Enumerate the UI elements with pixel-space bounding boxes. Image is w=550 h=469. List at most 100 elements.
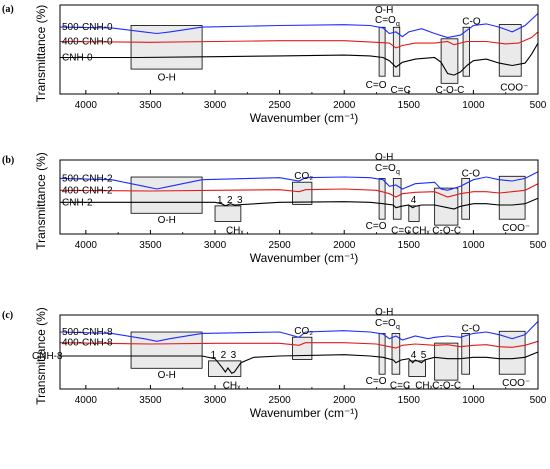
x-axis-label: Wavenumber (cm⁻¹) xyxy=(250,406,359,420)
annotation-box xyxy=(214,205,242,222)
annotation-label: COO⁻ xyxy=(500,82,528,93)
annotation-box xyxy=(208,360,242,377)
annotation-box xyxy=(292,181,313,205)
annotation-box xyxy=(378,333,386,375)
series-label: CNH-0 xyxy=(62,53,93,64)
annotation-label: CHₓ xyxy=(415,380,433,391)
annotation-box xyxy=(392,26,401,77)
x-tick-label: 500 xyxy=(530,240,547,251)
peak-mark: 2 xyxy=(227,195,233,206)
y-axis-label: Transmittance (%) xyxy=(34,152,48,250)
oh-top-label: O-H xyxy=(375,152,393,163)
annotation-box xyxy=(440,38,459,84)
x-tick-label: 2000 xyxy=(333,240,356,251)
annotation-box xyxy=(498,24,522,77)
series-label: 500-CNH-2 xyxy=(62,173,113,184)
annotation-box xyxy=(408,360,427,377)
peak-mark: 2 xyxy=(221,350,227,361)
oh-top-label: O-H xyxy=(375,307,393,318)
x-axis-label: Wavenumber (cm⁻¹) xyxy=(250,251,359,265)
annotation-box xyxy=(130,331,203,369)
annotation-label: C=C xyxy=(391,225,411,236)
series-line-400-cnh-8 xyxy=(59,340,539,349)
annotation-box xyxy=(461,333,470,375)
x-tick-label: 4000 xyxy=(75,100,98,111)
y-axis-label: Transmittance (%) xyxy=(34,5,48,103)
x-tick-label: 3000 xyxy=(204,100,227,111)
x-tick-label: 1500 xyxy=(398,100,421,111)
annotation-box xyxy=(462,26,470,77)
x-tick-label: 3000 xyxy=(204,395,227,406)
x-tick-label: 3500 xyxy=(139,240,162,251)
x-tick-label: 2500 xyxy=(268,100,291,111)
annotation-label: C-O-C xyxy=(436,85,465,96)
series-line-400-cnh-2 xyxy=(59,183,539,198)
annotation-label: CHₓ xyxy=(223,380,241,391)
panel-label: (b) xyxy=(2,155,14,166)
coo-q-subscript: q xyxy=(396,21,400,28)
x-tick-label: 1500 xyxy=(398,395,421,406)
x-tick-label: 2500 xyxy=(268,240,291,251)
annotation-box xyxy=(434,187,459,226)
series-label: CNH-2 xyxy=(62,197,93,208)
coo-q-label: C=O xyxy=(375,15,396,26)
coo-q-label: C=O xyxy=(375,318,396,329)
peak-mark: 1 xyxy=(217,195,223,206)
x-axis-label: Wavenumber (cm⁻¹) xyxy=(250,111,359,125)
panel-label: (c) xyxy=(2,310,13,321)
annotation-label: C=O xyxy=(366,221,387,232)
annotation-label: C=O xyxy=(366,80,387,91)
annotation-box xyxy=(391,333,401,375)
peak-mark: 1 xyxy=(211,350,217,361)
annotation-label: C=O xyxy=(366,376,387,387)
series-label: 400-CNH-8 xyxy=(62,338,113,349)
series-line-400-cnh-0 xyxy=(59,31,539,49)
annotation-label: O-H xyxy=(158,73,176,84)
x-tick-label: 500 xyxy=(530,395,547,406)
y-axis-label: Transmittance (%) xyxy=(34,307,48,405)
annotation-box xyxy=(498,330,526,375)
annotation-label: CO₂ xyxy=(294,171,313,182)
x-tick-label: 3500 xyxy=(139,100,162,111)
annotation-box xyxy=(461,178,470,220)
annotation-box xyxy=(434,342,459,381)
x-tick-label: 4000 xyxy=(75,395,98,406)
x-tick-label: 4000 xyxy=(75,240,98,251)
peak-mark: 3 xyxy=(237,195,243,206)
x-tick-label: 1000 xyxy=(462,240,485,251)
plot-frame xyxy=(59,4,539,95)
oh-top-label: O-H xyxy=(375,5,393,16)
series-label: 400-CNH-0 xyxy=(62,36,113,47)
series-label: 500-CNH-8 xyxy=(62,327,113,338)
x-tick-label: 1000 xyxy=(462,100,485,111)
x-tick-label: 3500 xyxy=(139,395,162,406)
annotation-label: CO₂ xyxy=(294,326,313,337)
plot-frame xyxy=(59,159,539,235)
x-tick-label: 1500 xyxy=(398,240,421,251)
peak-mark: 5 xyxy=(421,350,427,361)
series-line-500-cnh-8 xyxy=(59,321,539,342)
x-tick-label: 2500 xyxy=(268,395,291,406)
peak-mark: 4 xyxy=(411,195,417,206)
annotation-label: C-O xyxy=(462,323,481,334)
series-label: 500-CNH-0 xyxy=(62,22,113,33)
annotation-label: C-O-C xyxy=(432,380,461,391)
annotation-label: C-O xyxy=(462,17,481,28)
coo-q-subscript: q xyxy=(396,324,400,331)
coo-q-subscript: q xyxy=(396,169,400,176)
annotation-box xyxy=(408,205,420,222)
annotation-label: C-O xyxy=(462,168,481,179)
annotation-label: COO⁻ xyxy=(502,378,530,389)
peak-mark: 3 xyxy=(231,350,237,361)
series-line-cnh-0 xyxy=(60,42,539,76)
annotation-label: CHₓ xyxy=(412,225,430,236)
annotation-label: CHₓ xyxy=(226,225,244,236)
x-tick-label: 3000 xyxy=(204,240,227,251)
series-line-500-cnh-2 xyxy=(59,171,539,191)
x-tick-label: 500 xyxy=(530,100,547,111)
x-tick-label: 1000 xyxy=(462,395,485,406)
panel-label: (a) xyxy=(2,4,14,15)
